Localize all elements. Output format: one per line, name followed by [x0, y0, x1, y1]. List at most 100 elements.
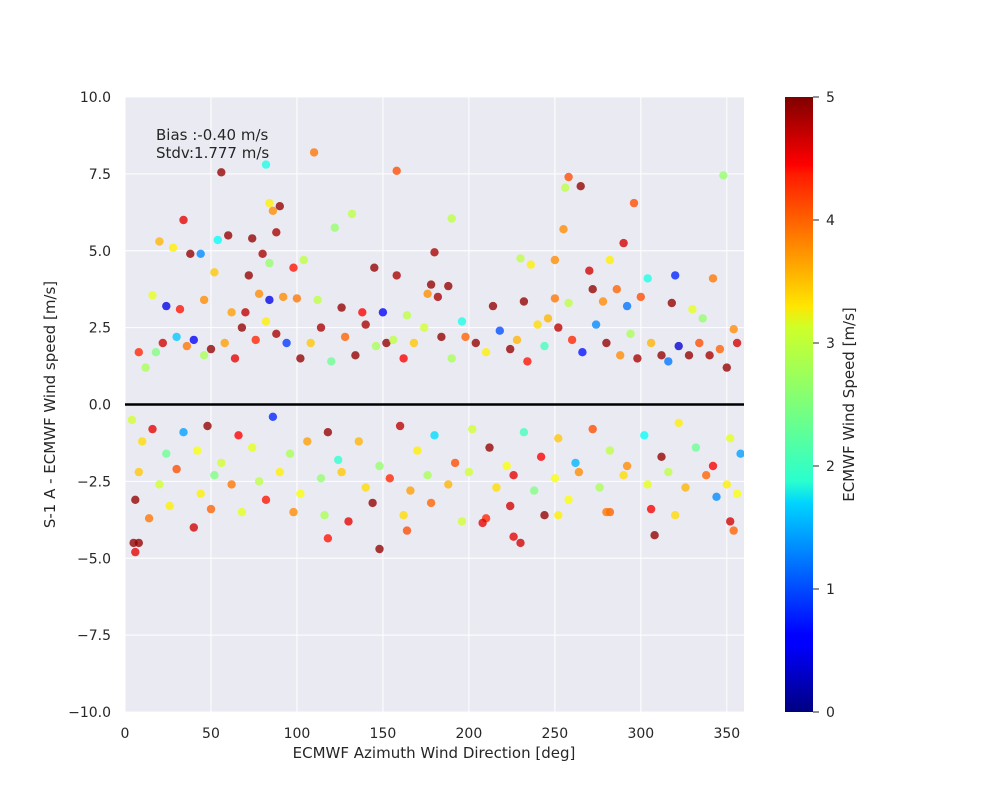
scatter-point — [509, 471, 518, 480]
scatter-point — [464, 467, 474, 477]
x-axis-ticks: 0 50 100 150 200 250 300 350 — [121, 726, 741, 742]
scatter-point — [433, 292, 443, 302]
scatter-point — [127, 415, 137, 425]
y-tick-label: −5.0 — [77, 551, 111, 567]
scatter-point — [591, 320, 601, 329]
scatter-point — [230, 354, 240, 363]
scatter-point — [337, 303, 346, 312]
scatter-point — [320, 511, 329, 520]
scatter-point — [732, 338, 742, 348]
scatter-point — [564, 495, 573, 504]
scatter-point — [213, 235, 222, 245]
scatter-point — [261, 495, 271, 504]
scatter-point — [189, 523, 198, 532]
scatter-point — [722, 480, 731, 489]
scatter-point — [430, 431, 439, 440]
scatter-point — [382, 338, 391, 348]
scatter-point — [585, 266, 594, 275]
scatter-point — [674, 418, 683, 428]
scatter-point — [316, 323, 326, 332]
scatter-point — [409, 338, 419, 348]
scatter-point — [722, 363, 731, 372]
colorbar-tick-label: 5 — [826, 90, 835, 106]
scatter-point — [275, 467, 284, 477]
scatter-point — [571, 458, 580, 468]
data-points — [127, 148, 744, 557]
scatter-point — [354, 437, 363, 446]
scatter-point — [265, 295, 274, 305]
scatter-point — [392, 271, 401, 280]
scatter-point — [244, 271, 253, 280]
scatter-point — [217, 458, 226, 468]
scatter-point — [715, 344, 725, 354]
y-tick-label: −10.0 — [68, 705, 111, 721]
scatter-point — [189, 335, 198, 345]
scatter-point — [292, 294, 302, 303]
scatter-point — [323, 534, 333, 543]
x-tick-label: 350 — [713, 726, 740, 742]
scatter-point — [206, 344, 216, 354]
y-tick-label: −7.5 — [77, 628, 111, 644]
scatter-point — [395, 421, 405, 431]
scatter-point — [519, 297, 529, 306]
scatter-point — [671, 271, 680, 280]
scatter-point — [726, 434, 735, 443]
scatter-point — [323, 428, 333, 437]
scatter-point — [674, 341, 683, 351]
scatter-point — [179, 215, 188, 225]
scatter-point — [657, 452, 666, 461]
scatter-point — [210, 268, 219, 277]
scatter-point — [437, 332, 446, 342]
scatter-point — [268, 206, 278, 215]
scatter-point — [138, 437, 147, 446]
scatter-point — [485, 443, 494, 452]
scatter-point — [299, 255, 308, 265]
scatter-point — [420, 323, 429, 332]
scatter-point — [265, 198, 274, 208]
colorbar-tick-label: 0 — [826, 705, 835, 721]
scatter-point — [340, 332, 350, 342]
scatter-point — [316, 474, 326, 483]
scatter-point — [368, 498, 377, 508]
scatter-point — [691, 443, 701, 452]
scatter-point — [272, 228, 281, 237]
x-tick-label: 300 — [627, 726, 654, 742]
scatter-point — [595, 483, 604, 492]
scatter-point — [602, 507, 611, 517]
scatter-point — [698, 314, 707, 323]
scatter-point — [526, 260, 535, 269]
x-tick-label: 250 — [541, 726, 568, 742]
scatter-point — [602, 338, 611, 348]
scatter-point — [729, 526, 738, 535]
y-axis-label: S-1 A - ECMWF Wind speed [m/s] — [41, 281, 59, 528]
scatter-point — [605, 446, 615, 455]
colorbar-tick-label: 1 — [826, 582, 835, 598]
colorbar-tick-label: 3 — [826, 336, 835, 352]
scatter-point — [261, 160, 271, 169]
scatter-point — [523, 357, 532, 366]
scatter-point — [564, 172, 573, 182]
scatter-point — [502, 461, 511, 471]
scatter-point — [423, 289, 432, 298]
scatter-point — [509, 532, 518, 541]
scatter-point — [567, 335, 577, 345]
scatter-point — [210, 471, 219, 480]
scatter-point — [406, 486, 415, 495]
scatter-point — [334, 455, 343, 465]
scatter-point — [736, 449, 744, 458]
x-axis-label: ECMWF Azimuth Wind Direction [deg] — [293, 744, 576, 762]
scatter-point — [426, 280, 436, 289]
scatter-point — [478, 518, 487, 528]
scatter-point — [261, 317, 271, 326]
scatter-point — [248, 234, 257, 243]
scatter-point — [279, 292, 288, 302]
scatter-point — [516, 254, 525, 263]
scatter-point — [254, 477, 264, 486]
scatter-point — [296, 489, 305, 498]
scatter-point — [199, 351, 209, 360]
scatter-point — [430, 248, 439, 257]
scatter-point — [268, 412, 278, 421]
scatter-point — [530, 486, 539, 495]
scatter-point — [196, 489, 205, 498]
colorbar-ticks: 0 1 2 3 4 5 — [813, 90, 835, 721]
